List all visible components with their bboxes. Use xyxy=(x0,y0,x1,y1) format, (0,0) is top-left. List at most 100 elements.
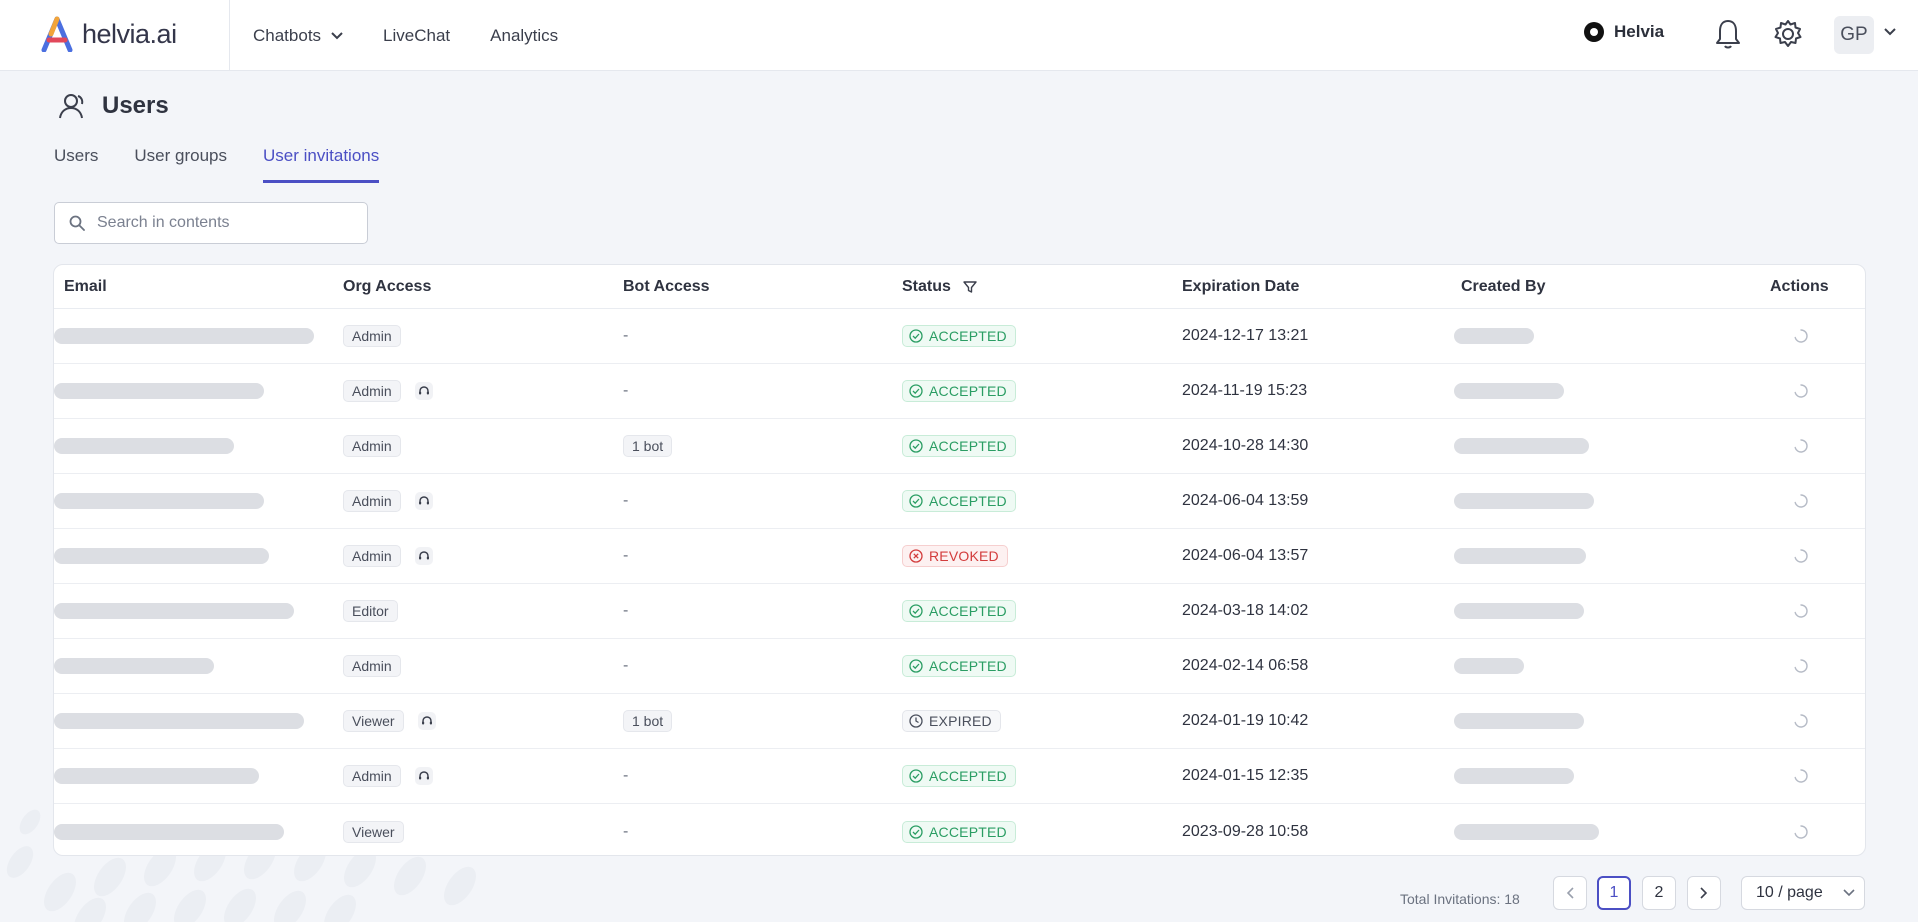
nav-chatbots[interactable]: Chatbots xyxy=(253,26,343,46)
org-access-cell: Viewer xyxy=(343,804,404,855)
redacted-creator xyxy=(1454,328,1534,344)
loading-spinner-icon[interactable] xyxy=(1793,768,1809,784)
org-access-cell: Admin xyxy=(343,364,433,418)
created-by-cell xyxy=(1454,474,1594,528)
status-label: ACCEPTED xyxy=(929,328,1007,344)
page-size-select[interactable]: 10 / page xyxy=(1741,876,1865,910)
nav-analytics[interactable]: Analytics xyxy=(490,26,558,46)
column-header-actions: Actions xyxy=(1770,277,1829,295)
org-logo-icon xyxy=(1584,22,1604,42)
column-header-org-access[interactable]: Org Access xyxy=(343,277,432,295)
search-input[interactable] xyxy=(97,214,337,232)
user-avatar[interactable]: GP xyxy=(1834,16,1874,54)
page-button-2[interactable]: 2 xyxy=(1642,876,1676,910)
tab-users[interactable]: Users xyxy=(54,146,99,165)
loading-spinner-icon[interactable] xyxy=(1793,658,1809,674)
column-header-status[interactable]: Status xyxy=(902,265,977,308)
tab-bar: Users User groups User invitations xyxy=(54,146,380,183)
expiration-date-cell: 2024-10-28 14:30 xyxy=(1182,437,1309,454)
loading-spinner-icon[interactable] xyxy=(1793,548,1809,564)
status-label: ACCEPTED xyxy=(929,493,1007,509)
column-header-email[interactable]: Email xyxy=(64,277,107,295)
actions-cell xyxy=(1793,364,1809,418)
expiration-date-cell: 2024-01-19 10:42 xyxy=(1182,712,1309,729)
status-cell: ACCEPTED xyxy=(902,584,1016,638)
status-label: REVOKED xyxy=(929,548,999,564)
page-size-value: 10 / page xyxy=(1756,884,1823,901)
org-name: Helvia xyxy=(1614,22,1665,41)
chevron-down-icon xyxy=(331,31,343,39)
table-row[interactable]: Viewer - ACCEPTED 2023-09-28 10:58 xyxy=(54,804,1865,855)
email-cell xyxy=(54,419,234,473)
bot-access-value: - xyxy=(623,547,629,564)
nav-livechat[interactable]: LiveChat xyxy=(383,26,450,46)
loading-spinner-icon[interactable] xyxy=(1793,824,1809,840)
status-cell: ACCEPTED xyxy=(902,364,1016,418)
bot-access-cell: 1 bot xyxy=(623,419,673,473)
org-access-cell: Admin xyxy=(343,639,401,693)
column-header-created-by[interactable]: Created By xyxy=(1461,277,1546,295)
chevron-down-icon xyxy=(1843,889,1855,897)
bot-access-value: - xyxy=(623,382,629,399)
tab-user-invitations[interactable]: User invitations xyxy=(263,146,380,183)
redacted-email xyxy=(54,438,234,454)
table-row[interactable]: Admin 1 bot ACCEPTED 2024-10-28 14:30 xyxy=(54,419,1865,474)
bot-access-value: - xyxy=(623,657,629,674)
bot-access-cell: - xyxy=(623,309,628,363)
table-row[interactable]: Admin - REVOKED 2024-06-04 13:57 xyxy=(54,529,1865,584)
org-access-tag: Viewer xyxy=(343,820,404,843)
table-body: Admin - ACCEPTED 2024-12-17 13:21 Admin - ACCE… xyxy=(54,309,1865,855)
table-row[interactable]: Admin - ACCEPTED 2024-12-17 13:21 xyxy=(54,309,1865,364)
loading-spinner-icon[interactable] xyxy=(1793,603,1809,619)
filter-icon[interactable] xyxy=(963,280,977,294)
bot-access-value: - xyxy=(623,822,629,840)
loading-spinner-icon[interactable] xyxy=(1793,713,1809,729)
created-by-cell xyxy=(1454,584,1584,638)
invitations-table: Email Org Access Bot Access Status Expir… xyxy=(53,264,1866,856)
column-header-bot-access[interactable]: Bot Access xyxy=(623,277,710,295)
tab-user-groups[interactable]: User groups xyxy=(134,146,228,165)
bot-access-value: - xyxy=(623,327,629,344)
gear-icon[interactable] xyxy=(1773,18,1803,50)
redacted-email xyxy=(54,768,259,784)
status-cell: ACCEPTED xyxy=(902,749,1016,803)
headset-icon xyxy=(414,382,433,400)
table-row[interactable]: Admin - ACCEPTED 2024-11-19 15:23 xyxy=(54,364,1865,419)
helvia-logo[interactable]: helvia.ai xyxy=(40,14,177,54)
expiration-date-cell: 2024-01-15 12:35 xyxy=(1182,767,1309,784)
chevron-right-icon xyxy=(1700,887,1708,899)
bot-access-tag: 1 bot xyxy=(623,435,673,457)
bell-icon[interactable] xyxy=(1714,18,1742,50)
next-page-button[interactable] xyxy=(1687,876,1721,910)
org-access-tag: Viewer xyxy=(343,710,404,732)
redacted-email xyxy=(54,548,269,564)
loading-spinner-icon[interactable] xyxy=(1793,328,1809,344)
org-switcher[interactable]: Helvia xyxy=(1584,22,1664,42)
table-row[interactable]: Admin - ACCEPTED 2024-02-14 06:58 xyxy=(54,639,1865,694)
email-cell xyxy=(54,584,294,638)
check-circle-icon xyxy=(909,494,923,508)
org-access-cell: Admin xyxy=(343,474,433,528)
table-row[interactable]: Editor - ACCEPTED 2024-03-18 14:02 xyxy=(54,584,1865,639)
table-row[interactable]: Admin - ACCEPTED 2024-06-04 13:59 xyxy=(54,474,1865,529)
page-button-1[interactable]: 1 xyxy=(1597,876,1631,910)
redacted-email xyxy=(54,658,214,674)
redacted-email xyxy=(54,328,314,344)
redacted-creator xyxy=(1454,603,1584,619)
column-header-expiration-date[interactable]: Expiration Date xyxy=(1182,277,1300,295)
clock-icon xyxy=(909,714,923,728)
status-label: ACCEPTED xyxy=(929,823,1007,840)
previous-page-button[interactable] xyxy=(1553,876,1587,910)
org-access-cell: Admin xyxy=(343,529,433,583)
loading-spinner-icon[interactable] xyxy=(1793,493,1809,509)
table-row[interactable]: Admin - ACCEPTED 2024-01-15 12:35 xyxy=(54,749,1865,804)
chevron-down-icon[interactable] xyxy=(1884,28,1896,36)
expiration-date-cell: 2024-06-04 13:59 xyxy=(1182,492,1309,509)
loading-spinner-icon[interactable] xyxy=(1793,383,1809,399)
org-access-tag: Admin xyxy=(343,765,401,787)
created-by-cell xyxy=(1454,364,1564,418)
loading-spinner-icon[interactable] xyxy=(1793,438,1809,454)
main-nav: Chatbots LiveChat Analytics xyxy=(253,0,558,71)
email-cell xyxy=(54,309,314,363)
table-row[interactable]: Viewer 1 bot EXPIRED 2024-01-19 10:42 xyxy=(54,694,1865,749)
